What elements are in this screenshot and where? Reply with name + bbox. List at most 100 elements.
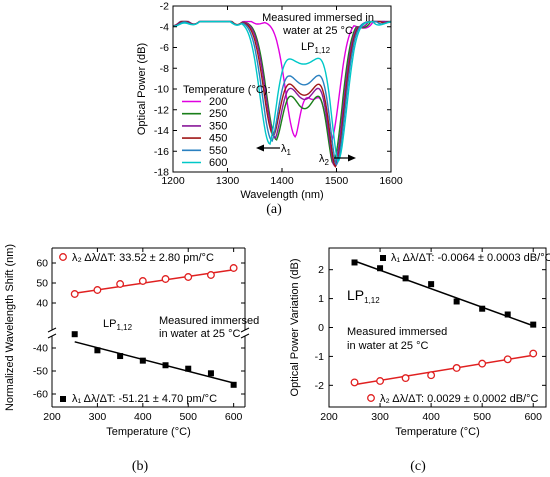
y-tick-label-a--16: -16 xyxy=(154,146,169,158)
panel-b-label: (b) xyxy=(132,459,149,474)
data-point-lambda2-b xyxy=(229,264,238,272)
y-tick-label-c-2: 2 xyxy=(318,264,324,276)
series-line-600 xyxy=(173,20,392,163)
y-tick-label-b-l--60: -60 xyxy=(33,389,48,401)
data-point-lambda1-c xyxy=(377,265,384,272)
legend-label-250: 250 xyxy=(209,108,227,120)
panel-b-chart: 200 300 400 500 600 40 50 60 -60 -50 -40 Temperatur… xyxy=(4,244,259,438)
panel-c-label: (c) xyxy=(410,459,426,474)
y-tick-label-b-l--40: -40 xyxy=(33,343,48,355)
y-axis-label-b: Normalized Wavelength Shift (nm) xyxy=(4,244,16,411)
y-tick-label-a--4: -4 xyxy=(160,21,169,33)
data-point-lambda1-b xyxy=(207,370,214,377)
lambda1-arrow-head xyxy=(256,144,264,152)
legend-marker-lambda2-c xyxy=(367,394,375,402)
data-point-lambda2-c xyxy=(401,374,410,383)
annotation-mode-a: LP1,12 xyxy=(301,41,331,55)
data-point-lambda2-c xyxy=(376,377,385,385)
x-tick-label-c-300: 300 xyxy=(371,411,389,423)
series-line-200 xyxy=(172,20,391,145)
annotation-measure-2-c: in water at 25 °C xyxy=(347,340,428,352)
data-point-lambda2-b xyxy=(93,286,102,294)
axis-break-mark-b-0-1 xyxy=(47,327,57,333)
x-tick-label-c-500: 500 xyxy=(473,411,491,423)
annotation-lambda1: λ1 xyxy=(281,143,292,157)
data-point-lambda1-b xyxy=(71,331,78,338)
data-point-lambda2-c xyxy=(529,349,538,358)
y-tick-label-a--2: -2 xyxy=(160,1,169,13)
legend-label-lambda2-b: λ₂ Δλ/ΔT: 33.52 ± 2.80 pm/°C xyxy=(72,252,214,264)
data-point-lambda1-c xyxy=(351,259,358,266)
annotation-measure-1-b: Measured immersed xyxy=(159,315,259,327)
y-tick-label-c-1: 1 xyxy=(318,293,324,305)
annotation-measure-2-b: in water at 25 °C xyxy=(159,328,240,340)
y-tick-label-a--12: -12 xyxy=(154,104,169,116)
legend-label-lambda2-c: λ₂ Δλ/ΔT: 0.0029 ± 0.0002 dB/°C xyxy=(380,393,538,405)
panel-a-chart: 1200 1300 1400 1500 1600 -2 -4 -6 -8 -10 -12 -14 -16… xyxy=(136,1,403,202)
x-tick-label-a-1200: 1200 xyxy=(161,175,185,187)
data-point-lambda1-b xyxy=(94,347,101,354)
legend-label-450: 450 xyxy=(209,133,227,145)
x-tick-label-b-200: 200 xyxy=(43,411,61,423)
data-point-lambda2-b xyxy=(206,271,215,279)
y-tick-label-c--1: -1 xyxy=(315,351,324,363)
data-point-lambda2-c xyxy=(427,371,436,380)
legend-label-200: 200 xyxy=(209,96,227,108)
x-tick-label-b-500: 500 xyxy=(179,411,197,423)
legend-label-550: 550 xyxy=(209,145,227,157)
y-tick-label-a--18: -18 xyxy=(154,167,169,179)
x-tick-label-c-200: 200 xyxy=(320,411,338,423)
data-point-lambda1-b xyxy=(117,353,124,360)
data-point-lambda1-b xyxy=(139,357,146,364)
legend-title-a: Temperature (°C): xyxy=(183,84,271,96)
x-tick-label-b-400: 400 xyxy=(134,411,152,423)
x-tick-label-c-600: 600 xyxy=(524,411,542,423)
x-tick-label-a-1600: 1600 xyxy=(379,175,403,187)
data-point-lambda2-c xyxy=(478,359,487,368)
fit-line-lambda2-c xyxy=(354,354,534,386)
x-tick-label-c-400: 400 xyxy=(422,411,440,423)
y-tick-label-a--10: -10 xyxy=(154,84,169,96)
annotation-mode-c: LP1,12 xyxy=(347,287,380,305)
legend-label-350: 350 xyxy=(209,120,227,132)
data-point-lambda2-c xyxy=(350,378,359,387)
x-tick-label-a-1400: 1400 xyxy=(270,175,294,187)
y-axis-label-c: Optical Power Variation (dB) xyxy=(289,259,301,397)
data-point-lambda2-b xyxy=(161,275,170,283)
data-point-lambda1-b xyxy=(230,381,237,388)
data-point-lambda1-c xyxy=(504,311,511,318)
lambda2-arrow-head xyxy=(348,154,356,162)
data-point-lambda2-b xyxy=(70,290,79,298)
y-tick-label-b-u-60: 60 xyxy=(36,258,48,270)
legend-label-lambda1-b: λ₁ Δλ/ΔT: -51.21 ± 4.70 pm/°C xyxy=(72,393,217,405)
legend-label-600: 600 xyxy=(209,157,227,169)
annotation-measure-2-a: water at 25 °C xyxy=(282,25,353,37)
data-point-lambda2-c xyxy=(503,355,512,364)
panel-c-chart: 200 300 400 500 600 -2 -1 0 1 2 Temperature (°C) Op… xyxy=(289,247,550,438)
legend-marker-lambda1-c xyxy=(380,255,386,261)
data-point-lambda2-b xyxy=(116,280,125,288)
x-axis-label-a: Wavelength (nm) xyxy=(240,189,323,201)
annotation-mode-b: LP1,12 xyxy=(103,318,133,332)
data-point-lambda1-c xyxy=(453,298,460,305)
legend-marker-lambda1-b xyxy=(60,396,66,402)
panel-a-label: (a) xyxy=(266,202,282,217)
data-point-lambda2-c xyxy=(452,364,461,372)
axis-break-mark-b-1-1 xyxy=(240,327,250,333)
data-point-lambda1-b xyxy=(185,365,192,372)
legend-marker-lambda2-b xyxy=(59,253,67,261)
data-point-lambda1-c xyxy=(479,305,486,312)
data-point-lambda1-b xyxy=(162,362,169,369)
x-tick-label-b-600: 600 xyxy=(225,411,243,423)
x-tick-label-a-1300: 1300 xyxy=(216,175,240,187)
y-tick-label-b-u-50: 50 xyxy=(36,278,48,290)
y-tick-label-c--2: -2 xyxy=(315,380,324,392)
fit-line-lambda1-c xyxy=(354,260,534,327)
annotation-measure-1-a: Measured immersed in xyxy=(262,12,374,24)
y-tick-label-a--6: -6 xyxy=(160,42,169,54)
data-point-lambda1-c xyxy=(428,281,435,288)
annotation-lambda2: λ2 xyxy=(319,153,330,167)
fit-line-lambda1-b xyxy=(74,341,234,384)
data-point-lambda2-b xyxy=(138,277,147,285)
